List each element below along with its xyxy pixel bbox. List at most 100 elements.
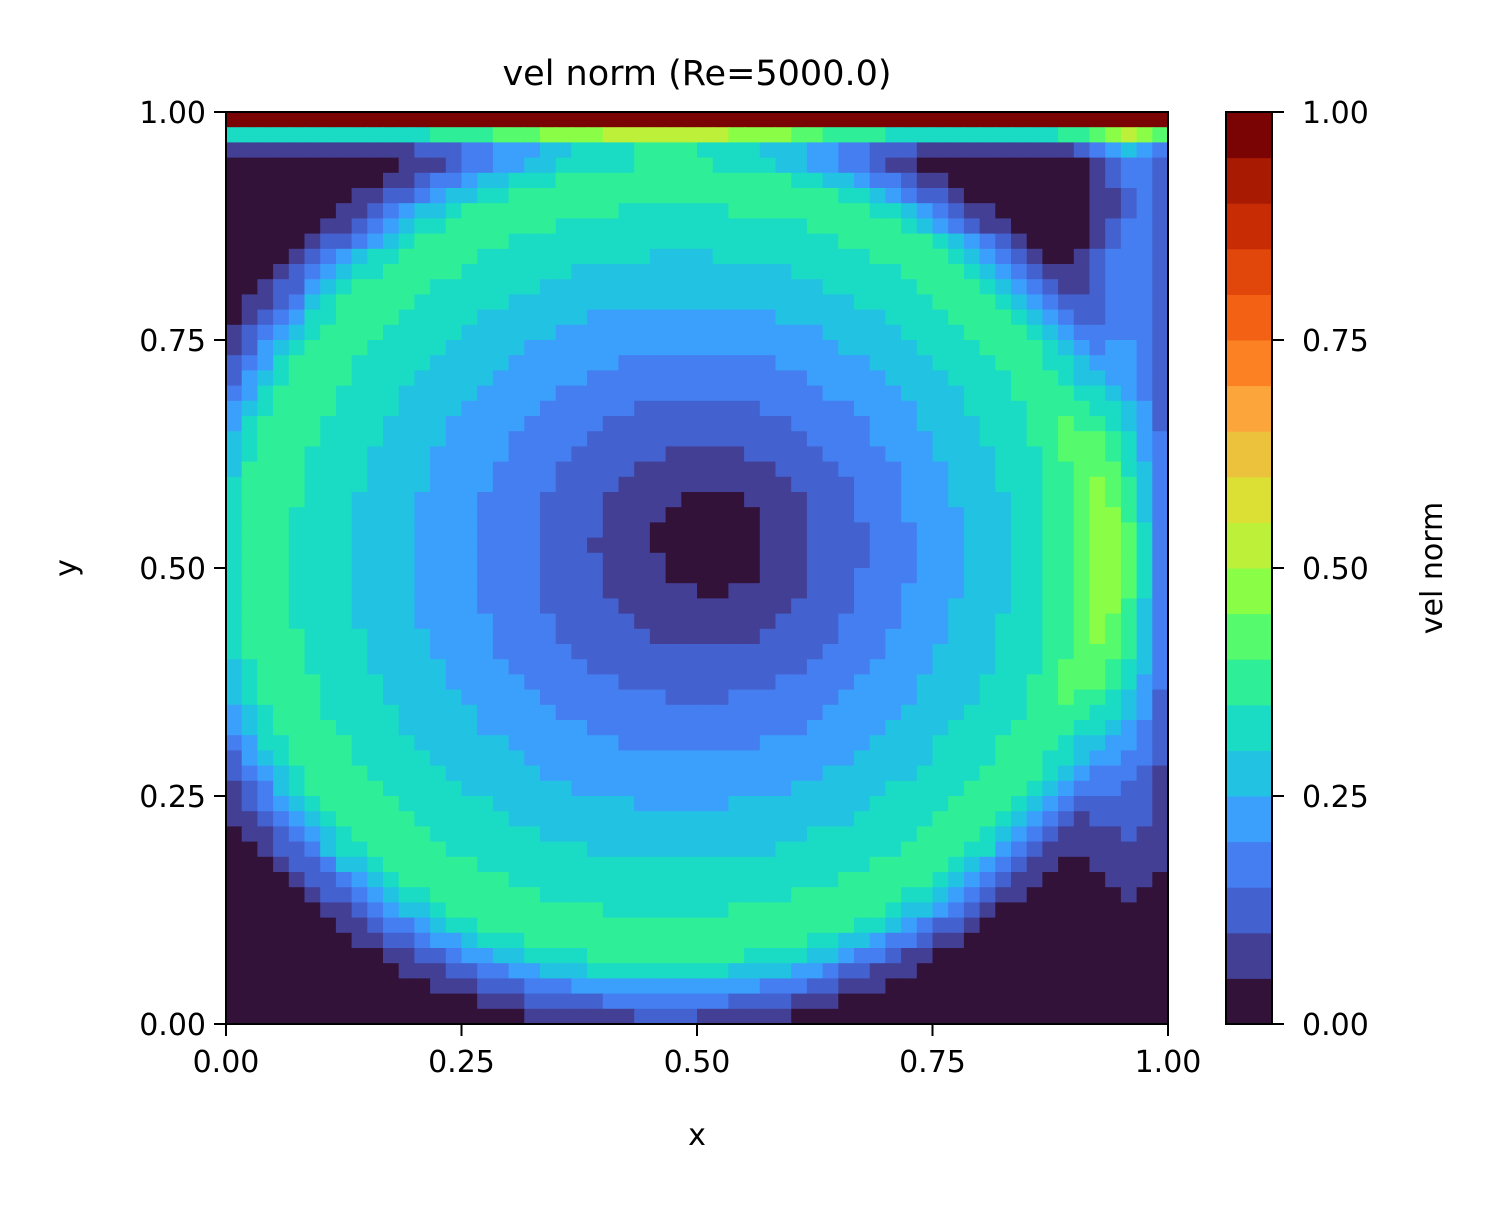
heat-cell: [1089, 978, 1106, 995]
heat-cell: [1089, 628, 1106, 645]
heat-cell: [587, 461, 604, 478]
heat-cell: [367, 826, 384, 843]
heat-cell: [885, 461, 902, 478]
heat-cell: [1026, 537, 1043, 554]
heat-cell: [540, 811, 557, 827]
heat-cell: [587, 1008, 604, 1024]
heat-cell: [618, 841, 635, 858]
heat-cell: [665, 735, 682, 751]
heat-cell: [791, 309, 808, 326]
heat-cell: [1073, 127, 1091, 143]
heat-cell: [649, 628, 667, 645]
heat-cell: [555, 659, 572, 675]
heat-cell: [524, 978, 541, 995]
colorbar-tick-label: 0.25: [1302, 780, 1369, 815]
heat-cell: [838, 264, 855, 280]
heat-cell: [916, 218, 934, 235]
heat-cell: [461, 750, 478, 767]
heat-cell: [963, 355, 981, 371]
heat-cell: [1042, 355, 1059, 371]
heat-cell: [1073, 552, 1091, 569]
heat-cell: [649, 522, 667, 539]
heat-cell: [508, 537, 525, 554]
heat-cell: [634, 279, 651, 295]
heat-cell: [995, 644, 1012, 660]
heat-cell: [885, 720, 902, 736]
heat-cell: [854, 537, 871, 554]
heat-cell: [1105, 887, 1122, 903]
heat-cell: [916, 978, 934, 995]
heat-cell: [524, 112, 541, 128]
heat-cell: [963, 644, 981, 660]
heat-cell: [728, 279, 745, 295]
heat-cell: [822, 872, 839, 888]
heat-cell: [508, 370, 525, 387]
heat-cell: [1120, 248, 1138, 265]
heat-cell: [477, 446, 494, 463]
heat-cell: [1042, 841, 1059, 858]
heat-cell: [445, 568, 463, 584]
heat-cell: [916, 704, 934, 721]
heat-cell: [414, 856, 431, 873]
heat-cell: [869, 856, 886, 873]
heat-cell: [1152, 431, 1168, 447]
heat-cell: [461, 522, 478, 539]
heat-cell: [571, 1008, 588, 1024]
heat-cell: [571, 811, 588, 827]
heat-cell: [1152, 674, 1168, 691]
heat-cell: [257, 826, 274, 843]
heat-cell: [320, 1008, 337, 1024]
heat-cell: [555, 644, 572, 660]
heat-cell: [697, 279, 714, 295]
heat-cell: [367, 1008, 384, 1024]
heat-cell: [351, 568, 368, 584]
heat-cell: [351, 598, 368, 615]
heat-cell: [383, 355, 400, 371]
heat-cell: [335, 720, 353, 736]
heat-cell: [791, 476, 808, 493]
heat-cell: [1089, 780, 1106, 797]
heat-cell: [838, 142, 855, 159]
heat-cell: [540, 294, 557, 311]
colorbar-segment: [1226, 613, 1272, 660]
heat-cell: [791, 552, 808, 569]
heat-cell: [869, 446, 886, 463]
heat-cell: [367, 598, 384, 615]
heat-cell: [414, 157, 431, 174]
heat-cell: [728, 537, 745, 554]
colorbar-label: vel norm: [1415, 502, 1450, 634]
heat-cell: [445, 689, 463, 706]
heat-cell: [226, 765, 243, 782]
heat-cell: [304, 780, 321, 797]
heat-cell: [885, 355, 902, 371]
heat-cell: [241, 720, 258, 736]
heat-cell: [257, 720, 274, 736]
heat-cell: [461, 188, 478, 204]
heat-cell: [838, 385, 855, 402]
heat-cell: [1058, 978, 1075, 995]
heat-cell: [241, 674, 258, 691]
heat-cell: [618, 811, 635, 827]
heat-cell: [649, 431, 667, 447]
heat-cell: [320, 522, 337, 539]
heat-cell: [367, 112, 384, 128]
heat-cell: [948, 674, 965, 691]
heat-cell: [1152, 978, 1168, 995]
heat-cell: [1089, 613, 1106, 630]
heat-cell: [226, 978, 243, 995]
heat-cell: [540, 628, 557, 645]
heat-cell: [634, 872, 651, 888]
heat-cell: [524, 461, 541, 478]
heat-cell: [901, 248, 918, 265]
heat-cell: [932, 613, 949, 630]
heat-cell: [414, 583, 431, 599]
heat-cell: [304, 385, 321, 402]
heat-cell: [1058, 279, 1075, 295]
heat-cell: [1073, 431, 1091, 447]
heat-cell: [885, 142, 902, 159]
heat-cell: [273, 309, 290, 326]
heat-cell: [963, 233, 981, 250]
heat-cell: [1058, 294, 1075, 311]
heat-cell: [1089, 841, 1106, 858]
heat-cell: [634, 127, 651, 143]
